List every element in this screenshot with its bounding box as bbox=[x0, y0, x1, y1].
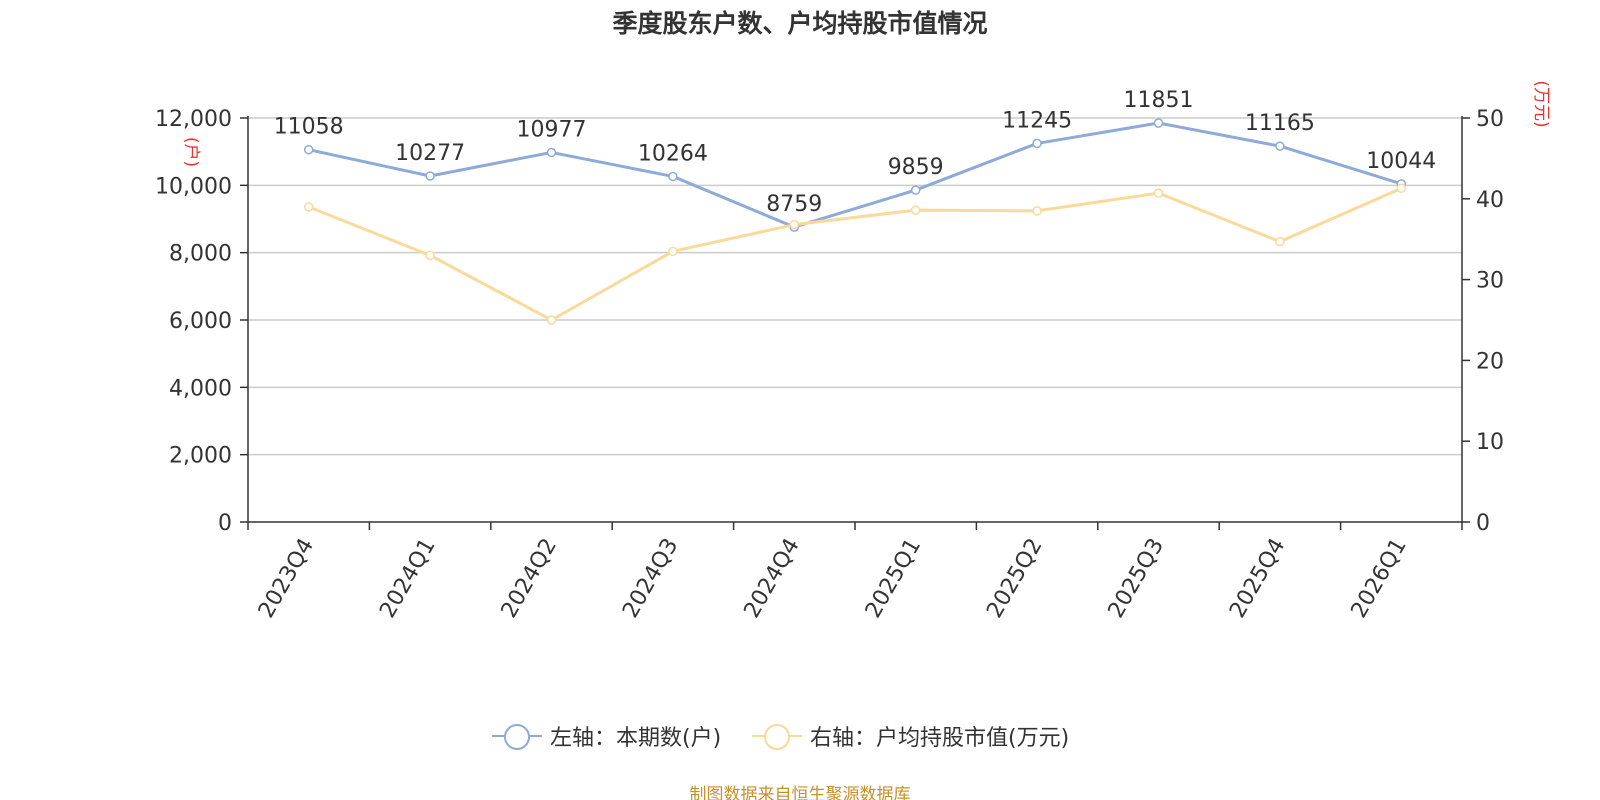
x-axis-tick-label: 2024Q2 bbox=[497, 534, 562, 622]
left-axis-tick-label: 4,000 bbox=[169, 376, 232, 401]
series-point-1 bbox=[1275, 236, 1285, 247]
right-axis-tick-label: 20 bbox=[1476, 349, 1504, 374]
series-point-1 bbox=[303, 202, 314, 212]
series-point-1 bbox=[1153, 188, 1164, 198]
series-point-1 bbox=[668, 246, 678, 257]
x-axis-tick-label: 2026Q1 bbox=[1347, 534, 1412, 622]
data-label: 11245 bbox=[1002, 108, 1072, 133]
x-axis-tick-label: 2024Q1 bbox=[375, 534, 440, 622]
series-point-1 bbox=[546, 315, 557, 325]
right-axis-tick-label: 30 bbox=[1476, 269, 1504, 294]
x-axis-tick-label: 2025Q2 bbox=[982, 534, 1047, 622]
legend-item-shareholders[interactable]: 左轴：本期数(户) bbox=[492, 720, 721, 752]
series-point-1 bbox=[1396, 183, 1407, 194]
left-axis-tick-label: 10,000 bbox=[155, 174, 232, 199]
x-axis-tick-label: 2025Q1 bbox=[861, 534, 926, 622]
series-line-0 bbox=[308, 121, 1402, 229]
data-label: 11165 bbox=[1245, 111, 1315, 136]
legend-item-avg-holding-value[interactable]: 右轴：户均持股市值(万元) bbox=[752, 720, 1069, 752]
x-axis-tick-label: 2025Q3 bbox=[1104, 534, 1169, 622]
right-axis-tick-label: 10 bbox=[1476, 430, 1504, 455]
legend: 左轴：本期数(户) 右轴：户均持股市值(万元) bbox=[0, 720, 1600, 752]
x-axis-tick-label: 2025Q4 bbox=[1225, 534, 1290, 622]
series-point-1 bbox=[789, 219, 800, 230]
data-label: 10044 bbox=[1366, 149, 1436, 174]
x-axis-tick-label: 2023Q4 bbox=[254, 534, 319, 622]
series-point-0 bbox=[1032, 138, 1042, 149]
left-axis-tick-label: 12,000 bbox=[155, 107, 232, 132]
x-axis-tick-label: 2024Q3 bbox=[618, 534, 683, 622]
right-axis-tick-label: 50 bbox=[1476, 107, 1504, 132]
series-line-1 bbox=[308, 186, 1402, 322]
right-axis-unit-label: (万元) bbox=[1531, 80, 1551, 127]
right-axis-tick-label: 0 bbox=[1476, 511, 1490, 536]
source-note: 制图数据来自恒生聚源数据库 bbox=[689, 785, 911, 800]
series-point-1 bbox=[1032, 206, 1042, 216]
data-label: 8759 bbox=[766, 192, 822, 217]
series-point-0 bbox=[303, 144, 314, 155]
series-point-1 bbox=[425, 250, 435, 261]
data-label: 11851 bbox=[1124, 88, 1194, 113]
series-point-0 bbox=[546, 147, 557, 158]
legend-marker-icon bbox=[492, 721, 542, 751]
series-point-0 bbox=[668, 171, 678, 182]
legend-label-avg-holding-value: 右轴：户均持股市值(万元) bbox=[810, 726, 1070, 751]
series-point-0 bbox=[425, 171, 435, 181]
data-label: 9859 bbox=[888, 155, 944, 180]
data-label: 11058 bbox=[274, 115, 344, 140]
data-label: 10264 bbox=[638, 141, 708, 166]
right-axis-tick-label: 40 bbox=[1476, 188, 1504, 213]
series-point-1 bbox=[910, 205, 921, 215]
series-point-0 bbox=[1153, 118, 1164, 128]
left-axis-tick-label: 6,000 bbox=[169, 309, 232, 334]
data-label: 10977 bbox=[517, 117, 587, 142]
legend-label-shareholders: 左轴：本期数(户) bbox=[550, 726, 722, 751]
x-axis-tick-label: 2024Q4 bbox=[740, 534, 805, 622]
data-label: 10277 bbox=[395, 141, 465, 166]
chart-title: 季度股东户数、户均持股市值情况 bbox=[612, 9, 988, 38]
legend-marker-icon bbox=[752, 721, 802, 751]
left-axis-tick-label: 8,000 bbox=[169, 242, 232, 267]
series-point-0 bbox=[910, 185, 921, 195]
left-axis-tick-label: 0 bbox=[218, 511, 232, 536]
left-axis-unit-label: (户) bbox=[181, 137, 201, 167]
series-point-0 bbox=[1275, 141, 1285, 151]
left-axis-tick-label: 2,000 bbox=[169, 444, 232, 469]
